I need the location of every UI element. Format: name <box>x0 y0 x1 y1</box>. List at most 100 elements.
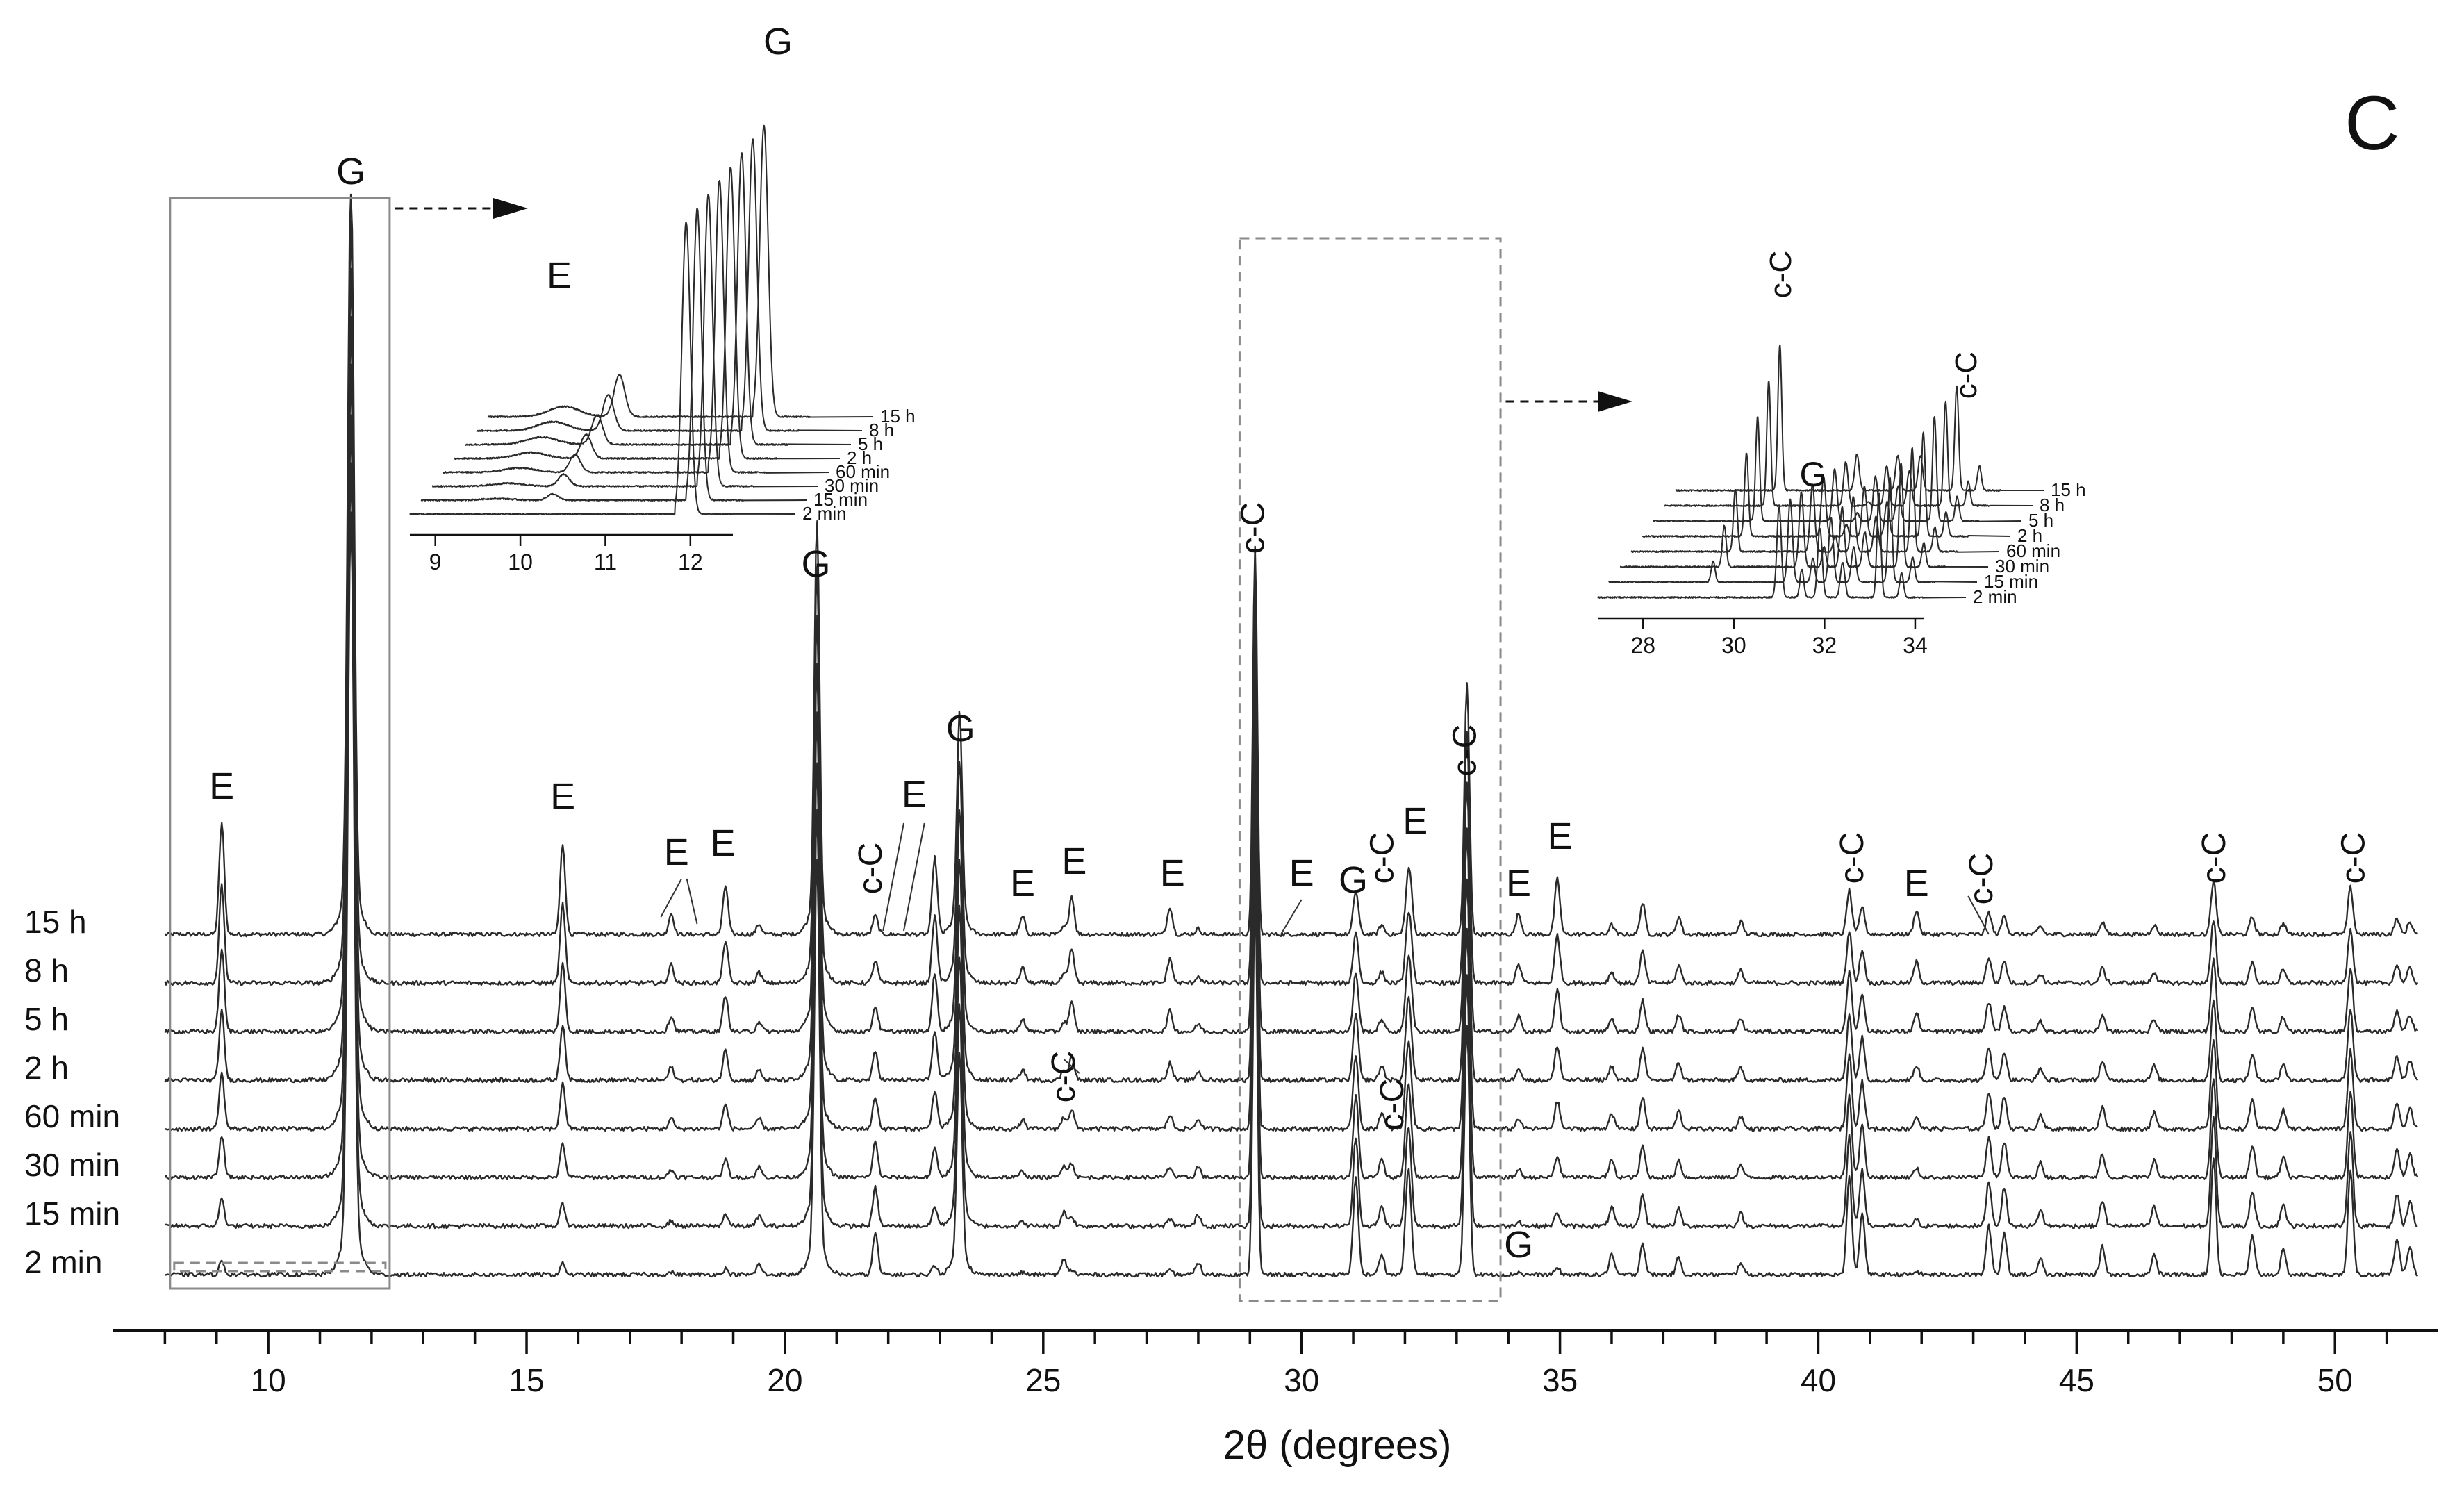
inset-x-tick-label: 34 <box>1903 633 1928 658</box>
series-line <box>164 193 2418 938</box>
peak-label: c-C <box>2335 832 2372 884</box>
x-tick-label: 40 <box>1801 1362 1836 1398</box>
inset-series-label: 15 min <box>813 489 868 510</box>
peak-label: G <box>1339 859 1368 901</box>
inset-x-tick-label: 30 <box>1721 633 1746 658</box>
peak-label: E <box>1061 841 1086 882</box>
series-label: 60 min <box>24 1098 120 1134</box>
series-line <box>164 267 2419 1035</box>
x-tick-label: 45 <box>2059 1362 2094 1398</box>
inset-series-line <box>409 222 796 515</box>
inset-series-label: 60 min <box>2006 540 2060 561</box>
inset-series-line <box>1653 415 2022 522</box>
inset-series-label: 2 h <box>2017 525 2042 546</box>
inset-x-tick-label: 9 <box>429 549 442 574</box>
inset-peak-label: c-C <box>1764 251 1798 298</box>
inset-series-label: 30 min <box>825 475 879 496</box>
peak-leader <box>902 822 925 932</box>
series-line <box>164 316 2419 1084</box>
peak-label: c-C <box>1374 1079 1411 1131</box>
inset-series-line <box>454 167 841 460</box>
inset-series-line <box>487 124 874 418</box>
series-line <box>165 462 2418 1230</box>
peak-label: G <box>1504 1224 1533 1266</box>
peak-label: G <box>946 708 975 750</box>
inset-series-label: 5 h <box>858 433 883 454</box>
series-line <box>164 414 2419 1181</box>
peak-label: E <box>1010 863 1035 904</box>
inset-peak-label: G <box>1800 455 1827 494</box>
x-tick-label: 20 <box>767 1362 802 1398</box>
series-line <box>165 363 2419 1132</box>
peak-label: c-C <box>1446 725 1483 777</box>
series-label: 5 h <box>24 1001 69 1037</box>
peak-label: E <box>902 774 927 816</box>
series-line <box>165 511 2419 1278</box>
inset-series-line <box>1619 463 1989 568</box>
inset-peak-label: G <box>763 21 793 63</box>
peak-label: c-C <box>1834 832 1871 884</box>
inset-series-label: 60 min <box>836 461 890 482</box>
inset-series-line <box>431 194 818 488</box>
series-label: 2 min <box>24 1244 102 1280</box>
inset-series-label: 2 h <box>847 447 872 468</box>
x-axis-title: 2θ (degrees) <box>1223 1423 1452 1468</box>
peak-label: c-C <box>852 843 889 895</box>
inset-series-line <box>1642 431 2011 538</box>
peak-label: E <box>1403 800 1428 842</box>
peak-leader <box>1063 1059 1080 1074</box>
peak-label: G <box>802 543 831 585</box>
inset-series-line <box>443 179 829 474</box>
inset-series-line <box>1608 477 1978 583</box>
x-tick-label: 15 <box>508 1362 544 1398</box>
x-tick-label: 30 <box>1284 1362 1319 1398</box>
main-x-axis: 10 15 20 25 30 35 40 45 50 <box>113 1329 2438 1398</box>
peak-label: E <box>1506 863 1531 904</box>
inset-series-line <box>420 208 807 502</box>
inset-series-line <box>1675 344 2044 492</box>
inset-peak-label: E <box>547 255 572 297</box>
inset-series-label: 15 h <box>880 406 916 427</box>
series-label: 15 h <box>24 904 87 940</box>
inset-x-tick-label: 28 <box>1630 633 1655 658</box>
inset-x-tick-label: 12 <box>678 549 703 574</box>
peak-leader <box>1967 895 1990 935</box>
series-labels: 15 h 8 h 5 h 2 h 60 min 30 min 15 min 2 min <box>24 904 120 1280</box>
arrow-head <box>1598 391 1632 412</box>
inset-series-label: 30 min <box>1995 556 2049 577</box>
x-tick-label: 10 <box>251 1362 286 1398</box>
peak-leader <box>660 878 683 918</box>
peak-label: E <box>711 822 736 864</box>
inset-series-label: 5 h <box>2028 510 2053 531</box>
inset-x-tick-label: 11 <box>594 549 617 574</box>
series-label: 30 min <box>24 1147 120 1183</box>
peak-label: E <box>550 776 575 818</box>
peak-label: E <box>1289 852 1314 894</box>
peak-label: c-C <box>1963 853 2000 905</box>
inset-series-label: 8 h <box>2040 495 2065 515</box>
arrow-head <box>493 198 528 219</box>
main-traces <box>164 193 2419 1278</box>
inset-series-line <box>476 138 863 432</box>
peak-leader <box>1280 899 1303 935</box>
inset-x-tick-label: 10 <box>508 549 533 574</box>
inset-series-label: 15 h <box>2051 479 2086 500</box>
peak-leader <box>882 822 904 932</box>
peak-label: c-C <box>2196 832 2233 884</box>
inset-series-label: 2 min <box>1973 586 2017 607</box>
peak-label: E <box>1904 863 1929 904</box>
x-tick-label: 25 <box>1025 1362 1061 1398</box>
zoom-box-right <box>1238 237 1502 1302</box>
panel-letter: C <box>2345 81 2399 166</box>
inset-series-label: 15 min <box>1984 571 2038 592</box>
peak-label: G <box>336 151 365 192</box>
inset-series-line <box>1664 381 2033 507</box>
series-label: 8 h <box>24 952 69 988</box>
series-line <box>164 220 2419 986</box>
x-tick-label: 50 <box>2317 1362 2353 1398</box>
peak-leader <box>686 878 698 925</box>
